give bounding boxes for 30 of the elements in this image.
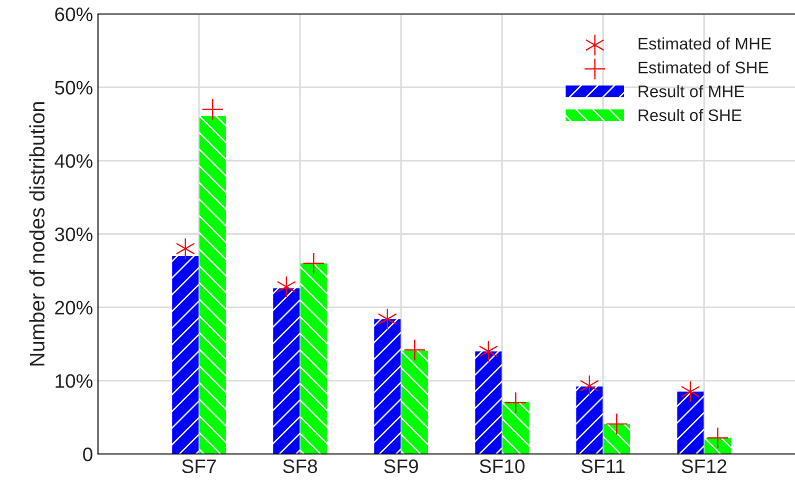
bar (374, 319, 401, 454)
x-tick-label: SF11 (581, 459, 625, 474)
x-tick-label: SF9 (384, 459, 418, 474)
x-tick-label: SF10 (480, 459, 525, 474)
y-tick-label: 60% (55, 7, 92, 22)
bar (300, 263, 327, 454)
bar (199, 116, 226, 454)
legend-label: Estimated of SHE (638, 61, 768, 74)
y-tick-label: 10% (56, 374, 92, 388)
bar (401, 350, 428, 454)
legend-label: Estimated of MHE (638, 37, 771, 50)
x-tick-label: SF12 (682, 459, 726, 474)
legend-label: Result of SHE (638, 108, 742, 122)
bar (704, 438, 731, 454)
bar (475, 351, 502, 454)
y-tick-label: 50% (55, 80, 92, 95)
y-tick-label: 20% (55, 300, 92, 315)
x-tick-label: SF8 (283, 459, 318, 474)
x-tick-label: SF7 (182, 459, 216, 474)
bar (273, 288, 300, 454)
bar (677, 392, 704, 454)
legend-label: Result of MHE (638, 85, 744, 98)
bar (172, 256, 199, 454)
y-axis-title: Number of nodes distribution (29, 102, 45, 366)
y-tick-label: 30% (54, 227, 92, 242)
y-tick-label: 0 (83, 447, 92, 462)
bar (603, 424, 630, 454)
bar (502, 402, 529, 454)
y-tick-label: 40% (54, 154, 92, 168)
bar (576, 386, 603, 454)
